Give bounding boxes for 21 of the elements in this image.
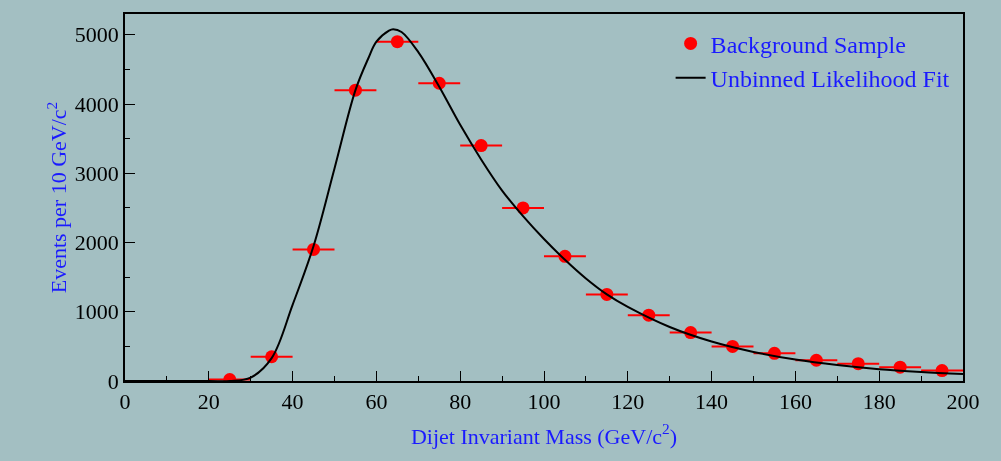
y-tick-label: 4000 xyxy=(74,91,119,117)
x-tick-label: 80 xyxy=(449,389,472,415)
x-tick-label: 40 xyxy=(281,389,304,415)
x-tick-label: 160 xyxy=(778,389,812,415)
legend-label: Unbinned Likelihood Fit xyxy=(710,66,950,92)
x-tick-label: 20 xyxy=(197,389,220,415)
x-tick-label: 100 xyxy=(527,389,561,415)
y-tick-label: 1000 xyxy=(74,299,119,325)
y-tick-label: 3000 xyxy=(74,160,119,186)
x-axis-title: Dijet Invariant Mass (GeV/c$^{2}$) xyxy=(410,420,678,449)
legend-label: Background Sample xyxy=(710,31,906,58)
x-tick-label: 200 xyxy=(946,389,980,415)
point xyxy=(474,139,488,153)
x-tick-label: 140 xyxy=(695,389,729,415)
x-tick-label: 60 xyxy=(365,389,388,415)
y-tick-label: 2000 xyxy=(74,230,119,256)
x-tick-label: 120 xyxy=(611,389,645,415)
y-tick-label: 5000 xyxy=(74,22,119,48)
point xyxy=(390,35,404,49)
x-tick-label: 180 xyxy=(862,389,896,415)
y-tick-label: 0 xyxy=(107,368,119,394)
